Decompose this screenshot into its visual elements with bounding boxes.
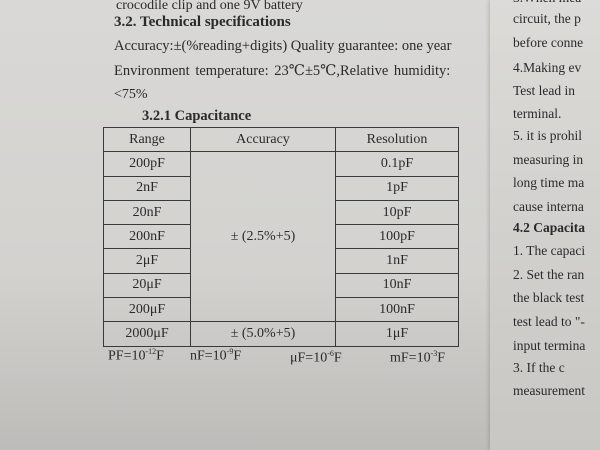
right-text-line: measuring in (513, 152, 584, 167)
range-cell: 20μF (103, 272, 191, 299)
unit-uf: μF=10-6F (290, 349, 342, 366)
resolution-cell: 1nF (335, 248, 459, 274)
capacitance-table: Range Accuracy Resolution 200pF ± (2.5%+5… (103, 126, 459, 347)
right-text-line: 3. If the c (513, 360, 565, 375)
right-text-line: 1. The capaci (513, 243, 586, 258)
right-text-line: measurement (513, 383, 585, 398)
range-cell: 20nF (103, 199, 191, 226)
table-row: 2000μF ± (5.0%+5) 1μF (103, 321, 459, 347)
header-range: Range (103, 126, 191, 153)
accuracy-line: Accuracy:±(%reading+digits) Quality guar… (114, 38, 452, 54)
accuracy-cell: ± (5.0%+5) (190, 321, 336, 347)
resolution-cell: 1μF (335, 321, 459, 347)
right-text-line: test lead to "- (513, 314, 585, 329)
table-row: 200μF 100nF (103, 297, 459, 323)
right-text-line: input termina (513, 338, 586, 353)
table-row: 2μF 1nF (103, 248, 459, 274)
text-line: crocodile clip and one 9V battery (116, 0, 303, 13)
resolution-cell: 10nF (335, 272, 459, 299)
resolution-cell: 1pF (335, 175, 459, 201)
table-header-row: Range Accuracy Resolution (103, 126, 459, 153)
environment-line: Environment temperature: 23℃±5℃,Relative… (114, 63, 451, 79)
subsection-heading: 3.2.1 Capacitance (142, 108, 252, 124)
table-row: 2nF 1pF (103, 175, 459, 201)
resolution-cell: 0.1pF (335, 151, 459, 177)
unit-mf: mF=10-3F (390, 349, 446, 366)
right-page: 3.When mea circuit, the p before conne 4.Ma… (490, 0, 600, 450)
accuracy-cell: ± (2.5%+5) (190, 151, 336, 323)
right-text-line: Test lead in (513, 83, 576, 98)
right-text-line: 2. Set the ran (513, 267, 585, 282)
right-text-line: terminal. (513, 106, 562, 121)
range-cell: 2000μF (103, 321, 191, 347)
right-text-line: long time ma (513, 175, 585, 190)
table-row: 20μF 10nF (103, 272, 459, 299)
humidity-line: <75% (114, 87, 148, 102)
header-resolution: Resolution (335, 126, 459, 153)
range-cell: 2μF (103, 248, 191, 274)
resolution-cell: 10pF (335, 199, 459, 226)
range-cell: 200μF (103, 297, 191, 323)
table-row: 200pF ± (2.5%+5) 0.1pF (103, 151, 459, 323)
range-cell: 2nF (103, 175, 191, 201)
right-text-line: before conne (513, 35, 584, 50)
unit-nf: nF=10-9F (190, 347, 242, 364)
right-text-line: cause interna (513, 199, 584, 214)
header-accuracy: Accuracy (190, 126, 336, 153)
right-text-line: 4.Making ev (513, 60, 582, 75)
section-heading: 3.2. Technical specifications (114, 14, 291, 30)
right-text-line: 3.When mea (513, 0, 581, 6)
resolution-cell: 100pF (335, 224, 459, 250)
right-text-line: 5. it is prohil (513, 128, 583, 143)
right-text-line: 4.2 Capacita (513, 220, 585, 235)
right-text-line: the black test (513, 290, 585, 305)
resolution-cell: 100nF (335, 297, 459, 323)
unit-pf: PF=10-12F (108, 347, 164, 364)
right-text-line: circuit, the p (513, 11, 581, 26)
range-cell: 200nF (103, 224, 191, 250)
range-cell: 200pF (103, 151, 191, 177)
